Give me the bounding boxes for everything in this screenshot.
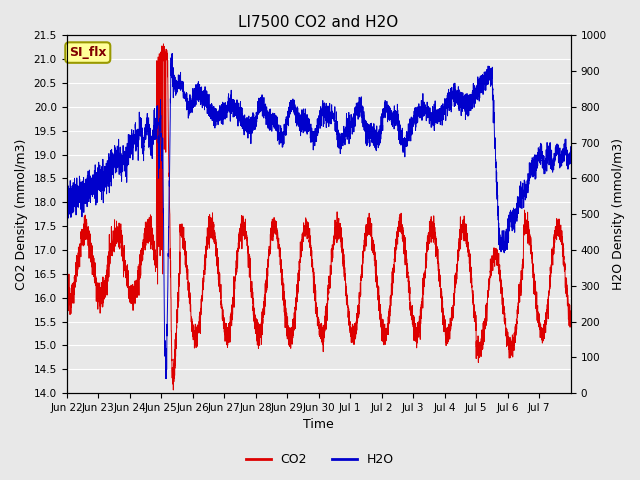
Text: SI_flx: SI_flx: [69, 46, 106, 59]
Title: LI7500 CO2 and H2O: LI7500 CO2 and H2O: [239, 15, 399, 30]
Y-axis label: H2O Density (mmol/m3): H2O Density (mmol/m3): [612, 138, 625, 290]
X-axis label: Time: Time: [303, 419, 334, 432]
Y-axis label: CO2 Density (mmol/m3): CO2 Density (mmol/m3): [15, 139, 28, 290]
Legend: CO2, H2O: CO2, H2O: [241, 448, 399, 471]
